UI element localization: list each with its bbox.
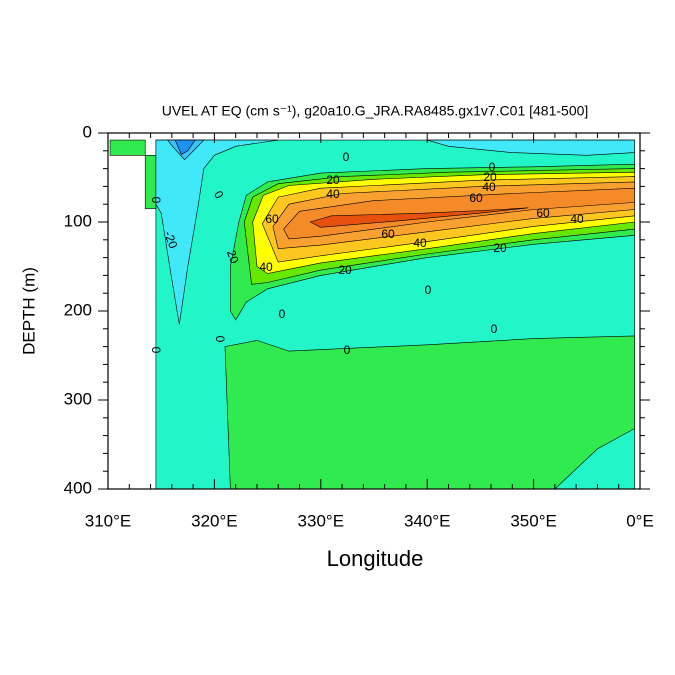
contour-label: 40 (259, 260, 273, 274)
contour-label: 40 (570, 212, 584, 226)
contour-label: 0 (489, 160, 496, 174)
contour-label: 20 (493, 241, 507, 255)
x-tick-label: 320°E (191, 511, 238, 530)
contour-label: 60 (265, 212, 279, 226)
contour-label: 60 (536, 206, 550, 220)
y-tick-label: 0 (83, 122, 92, 141)
contour-region (155, 139, 279, 325)
contour-label: 20 (483, 170, 497, 184)
contour-label: 0 (343, 150, 350, 164)
contour-region (427, 139, 636, 156)
contour-region (309, 207, 529, 228)
contour-label: 20 (326, 173, 340, 187)
y-tick-label: 400 (64, 478, 92, 497)
y-axis-label: DEPTH (m) (19, 267, 38, 355)
x-tick-label: 0°E (626, 511, 654, 530)
contour-label: 0 (425, 283, 432, 297)
x-tick-label: 350°E (510, 511, 557, 530)
x-tick-label: 310°E (85, 511, 132, 530)
contour-region (174, 139, 196, 155)
y-tick-label: 200 (64, 300, 92, 319)
contour-label: 60 (469, 191, 483, 205)
contour-label: 40 (326, 187, 340, 201)
contour-label: 20 (224, 248, 242, 266)
contour-label: 0 (213, 336, 227, 343)
x-tick-label: 340°E (404, 511, 451, 530)
contour-label: 60 (381, 227, 395, 241)
contour-label: -20 (161, 229, 180, 250)
contour-region (109, 139, 146, 156)
contour-region (224, 335, 636, 490)
contour-label: 0 (491, 322, 498, 336)
contour-label: 40 (482, 180, 496, 194)
y-tick-label: 100 (64, 211, 92, 230)
contour-region (144, 155, 157, 209)
x-axis-label: Longitude (327, 546, 424, 571)
contour-label: 0 (149, 197, 163, 204)
chart-title: UVEL AT EQ (cm s⁻¹), g20a10.G_JRA.RA8485… (162, 103, 589, 119)
contour-label: 0 (149, 347, 163, 354)
x-tick-label: 330°E (298, 511, 345, 530)
contour-label: 0 (344, 343, 351, 357)
contour-label: 20 (338, 263, 352, 277)
y-tick-label: 300 (64, 389, 92, 408)
contour-label: 40 (413, 236, 427, 250)
contour-label: 0 (279, 307, 286, 321)
